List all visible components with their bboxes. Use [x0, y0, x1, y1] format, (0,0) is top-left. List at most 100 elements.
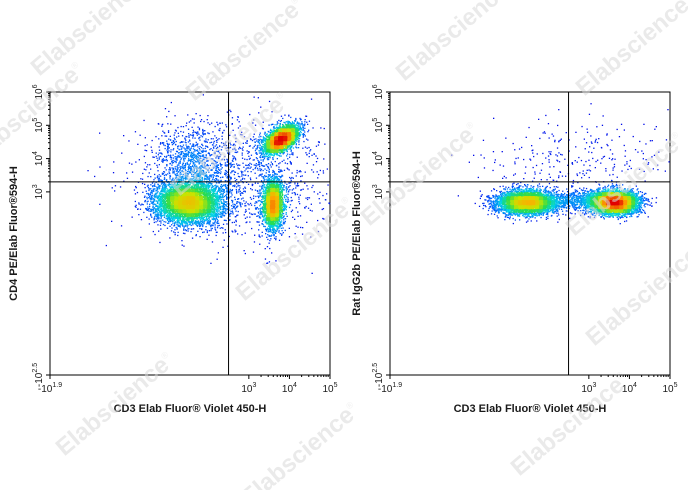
event-dot — [254, 150, 257, 152]
event-dot — [189, 149, 192, 152]
event-dot — [285, 198, 287, 200]
event-dot — [215, 168, 217, 170]
event-dot — [202, 187, 204, 189]
event-dot — [162, 182, 164, 184]
event-dot — [262, 177, 264, 179]
event-dot — [268, 261, 271, 263]
event-dot — [168, 184, 170, 186]
event-dot — [251, 213, 253, 216]
event-dot — [298, 136, 300, 138]
event-dot — [213, 191, 216, 193]
event-dot — [237, 198, 239, 200]
event-dot — [174, 216, 176, 218]
event-dot — [282, 213, 284, 215]
event-dot — [256, 221, 258, 223]
event-dot — [208, 223, 210, 226]
event-dot — [268, 222, 270, 224]
event-dot — [140, 178, 142, 180]
event-dot — [258, 212, 260, 214]
event-dot — [214, 221, 216, 223]
event-dot — [215, 188, 217, 190]
event-dot — [296, 138, 299, 141]
event-dot — [158, 185, 161, 187]
event-dot — [270, 224, 272, 226]
event-dot — [221, 227, 223, 229]
event-dot — [264, 225, 266, 228]
event-dot — [216, 167, 218, 169]
event-dot — [304, 131, 306, 133]
event-dot — [156, 218, 158, 220]
event-dot — [161, 193, 163, 195]
event-dot — [264, 176, 267, 178]
event-dot — [264, 142, 267, 144]
event-dot — [278, 219, 280, 221]
event-dot — [260, 207, 262, 209]
event-dot — [225, 170, 228, 172]
event-dot — [175, 168, 177, 170]
event-dot — [273, 177, 276, 180]
event-dot — [303, 129, 305, 132]
event-dot — [284, 182, 286, 184]
event-dot — [278, 175, 280, 177]
event-dot — [297, 147, 300, 149]
event-dot — [262, 169, 264, 172]
event-dot — [297, 185, 300, 187]
event-dot — [160, 152, 163, 154]
event-dot — [175, 159, 178, 161]
event-dot — [311, 186, 313, 189]
event-dot — [251, 184, 253, 187]
event-dot — [215, 144, 218, 146]
event-dot — [149, 205, 151, 207]
event-dot — [147, 200, 149, 202]
event-dot — [196, 149, 198, 151]
event-dot — [236, 119, 239, 121]
event-dot — [154, 183, 156, 185]
event-dot — [262, 219, 265, 221]
event-dot — [160, 179, 163, 181]
event-dot — [220, 184, 223, 186]
event-dot — [169, 169, 171, 171]
event-dot — [254, 202, 256, 204]
event-dot — [262, 176, 265, 178]
event-dot — [232, 170, 235, 172]
event-dot — [284, 194, 286, 197]
event-dot — [210, 228, 212, 230]
event-dot — [189, 163, 191, 165]
event-dot — [178, 179, 180, 181]
event-dot — [312, 184, 314, 187]
event-dot — [254, 207, 257, 209]
event-dot — [284, 229, 286, 232]
event-dot — [87, 170, 89, 172]
event-dot — [159, 201, 161, 204]
event-dot — [160, 212, 162, 214]
event-dot — [166, 142, 168, 145]
event-dot — [298, 132, 300, 134]
event-dot — [217, 171, 219, 173]
event-dot — [185, 183, 188, 185]
event-dot — [183, 228, 185, 231]
event-dot — [267, 163, 270, 165]
event-dot — [284, 122, 286, 124]
event-dot — [234, 144, 236, 146]
event-dot — [298, 134, 301, 136]
event-dot — [154, 162, 156, 165]
event-dot — [293, 123, 295, 125]
event-dot — [277, 223, 279, 226]
event-dot — [262, 143, 265, 146]
event-dot — [112, 172, 115, 174]
event-dot — [210, 158, 212, 160]
event-dot — [211, 169, 213, 171]
event-dot — [178, 135, 180, 137]
event-dot — [228, 235, 230, 238]
event-dot — [176, 219, 179, 221]
event-dot — [299, 126, 302, 129]
event-dot — [215, 234, 217, 237]
event-dot — [160, 222, 162, 224]
event-dot — [171, 227, 173, 229]
event-dot — [217, 175, 219, 178]
event-dot — [233, 205, 236, 208]
event-dot — [158, 149, 161, 151]
event-dot — [209, 212, 211, 214]
event-dot — [197, 167, 200, 169]
event-dot — [288, 115, 290, 117]
